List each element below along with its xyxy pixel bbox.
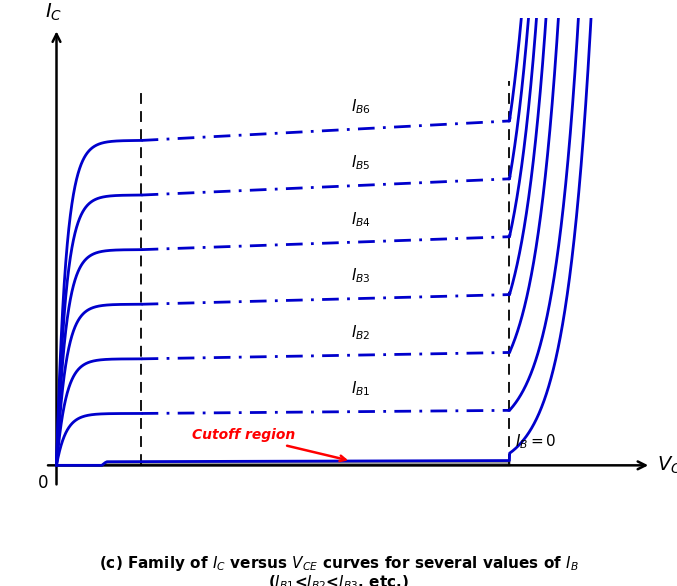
Text: $I_{B2}$: $I_{B2}$ xyxy=(351,323,370,342)
Text: ($I_{B1}$<$I_{B2}$<$I_{B3}$, etc.): ($I_{B1}$<$I_{B2}$<$I_{B3}$, etc.) xyxy=(268,573,409,586)
Text: $I_B = 0$: $I_B = 0$ xyxy=(515,432,556,451)
Text: 0: 0 xyxy=(37,473,48,492)
Text: $V_{CE}$: $V_{CE}$ xyxy=(657,455,677,476)
Text: $I_{B3}$: $I_{B3}$ xyxy=(351,267,370,285)
Text: $I_{B4}$: $I_{B4}$ xyxy=(351,210,371,229)
Text: $I_{B5}$: $I_{B5}$ xyxy=(351,154,370,172)
Text: $I_C$: $I_C$ xyxy=(45,2,62,23)
Text: Cutoff region: Cutoff region xyxy=(192,428,345,461)
Text: $I_{B1}$: $I_{B1}$ xyxy=(351,379,370,398)
Text: $I_{B6}$: $I_{B6}$ xyxy=(351,97,371,115)
Text: (c) Family of $I_C$ versus $V_{CE}$ curves for several values of $I_B$: (c) Family of $I_C$ versus $V_{CE}$ curv… xyxy=(99,554,578,573)
